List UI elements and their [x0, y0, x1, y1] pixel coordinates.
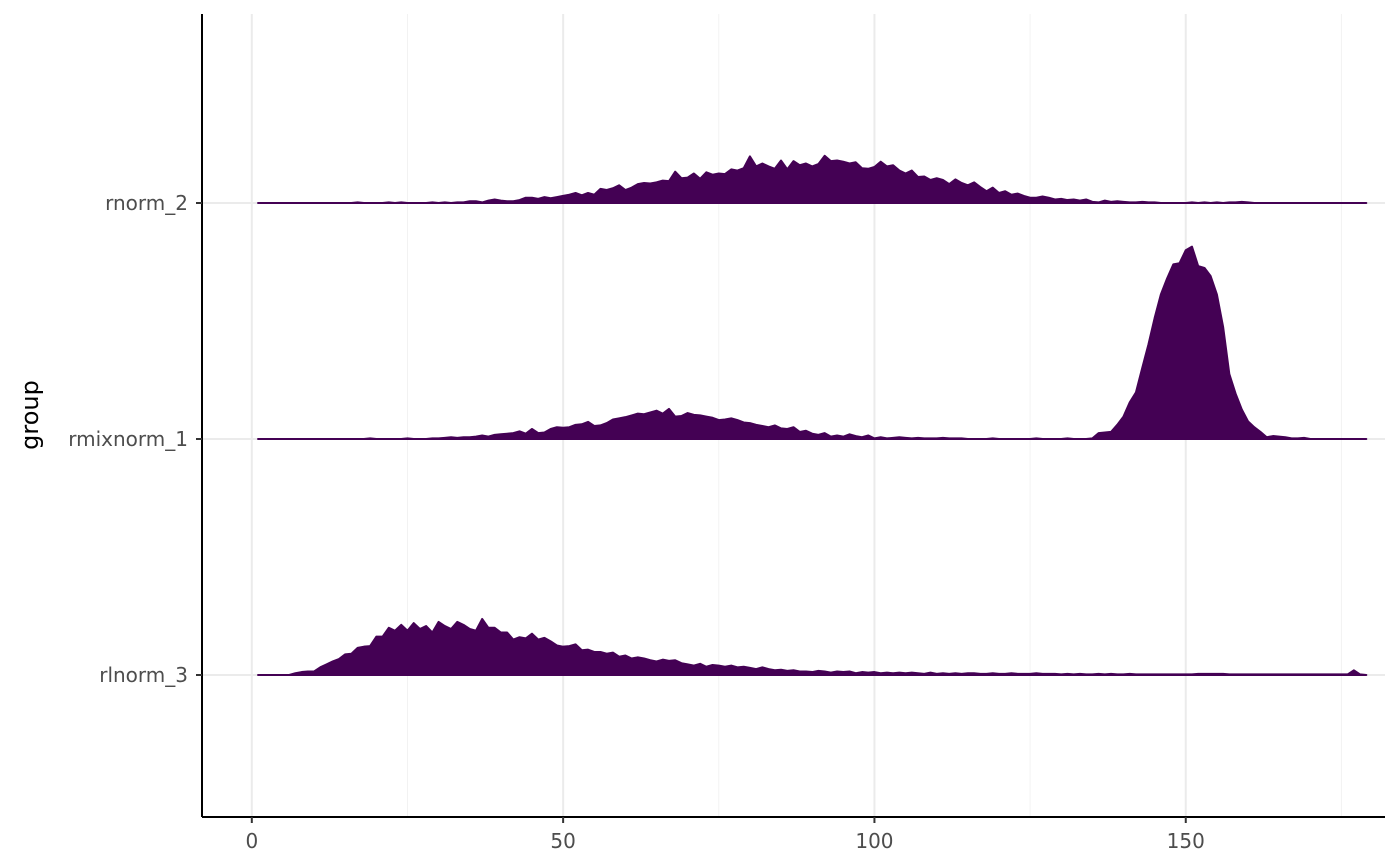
x-tick-label: 150: [1167, 829, 1205, 853]
x-tick-label: 100: [855, 829, 893, 853]
ticks-layer: 0 50 100 150 rlnorm_3 rmixnorm_1 rnorm_2: [68, 191, 1205, 853]
y-tick-label-rmixnorm-1: rmixnorm_1: [68, 427, 188, 451]
y-tick-label-rlnorm-3: rlnorm_3: [99, 663, 188, 687]
ridge-rlnorm-3: [257, 617, 1368, 676]
ridge-rnorm-2: [257, 154, 1368, 204]
x-tick-label: 50: [550, 829, 575, 853]
x-tick-label: 0: [245, 829, 258, 853]
y-axis-title: group: [16, 380, 44, 450]
ridge-rmixnorm-1: [257, 245, 1368, 440]
y-tick-label-rnorm-2: rnorm_2: [105, 191, 188, 215]
ridges-layer: [257, 154, 1368, 676]
